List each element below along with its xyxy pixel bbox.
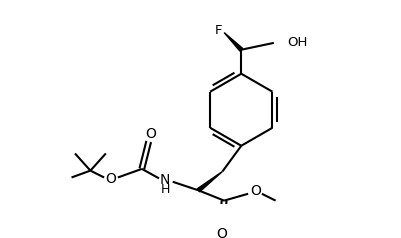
Text: F: F <box>214 24 221 36</box>
Text: N: N <box>160 173 170 187</box>
Text: OH: OH <box>287 35 307 49</box>
Text: O: O <box>250 184 261 198</box>
Polygon shape <box>224 33 242 51</box>
Text: O: O <box>145 127 156 141</box>
Text: H: H <box>160 183 169 196</box>
Text: O: O <box>216 227 227 238</box>
Text: O: O <box>105 172 116 186</box>
Polygon shape <box>197 171 222 192</box>
